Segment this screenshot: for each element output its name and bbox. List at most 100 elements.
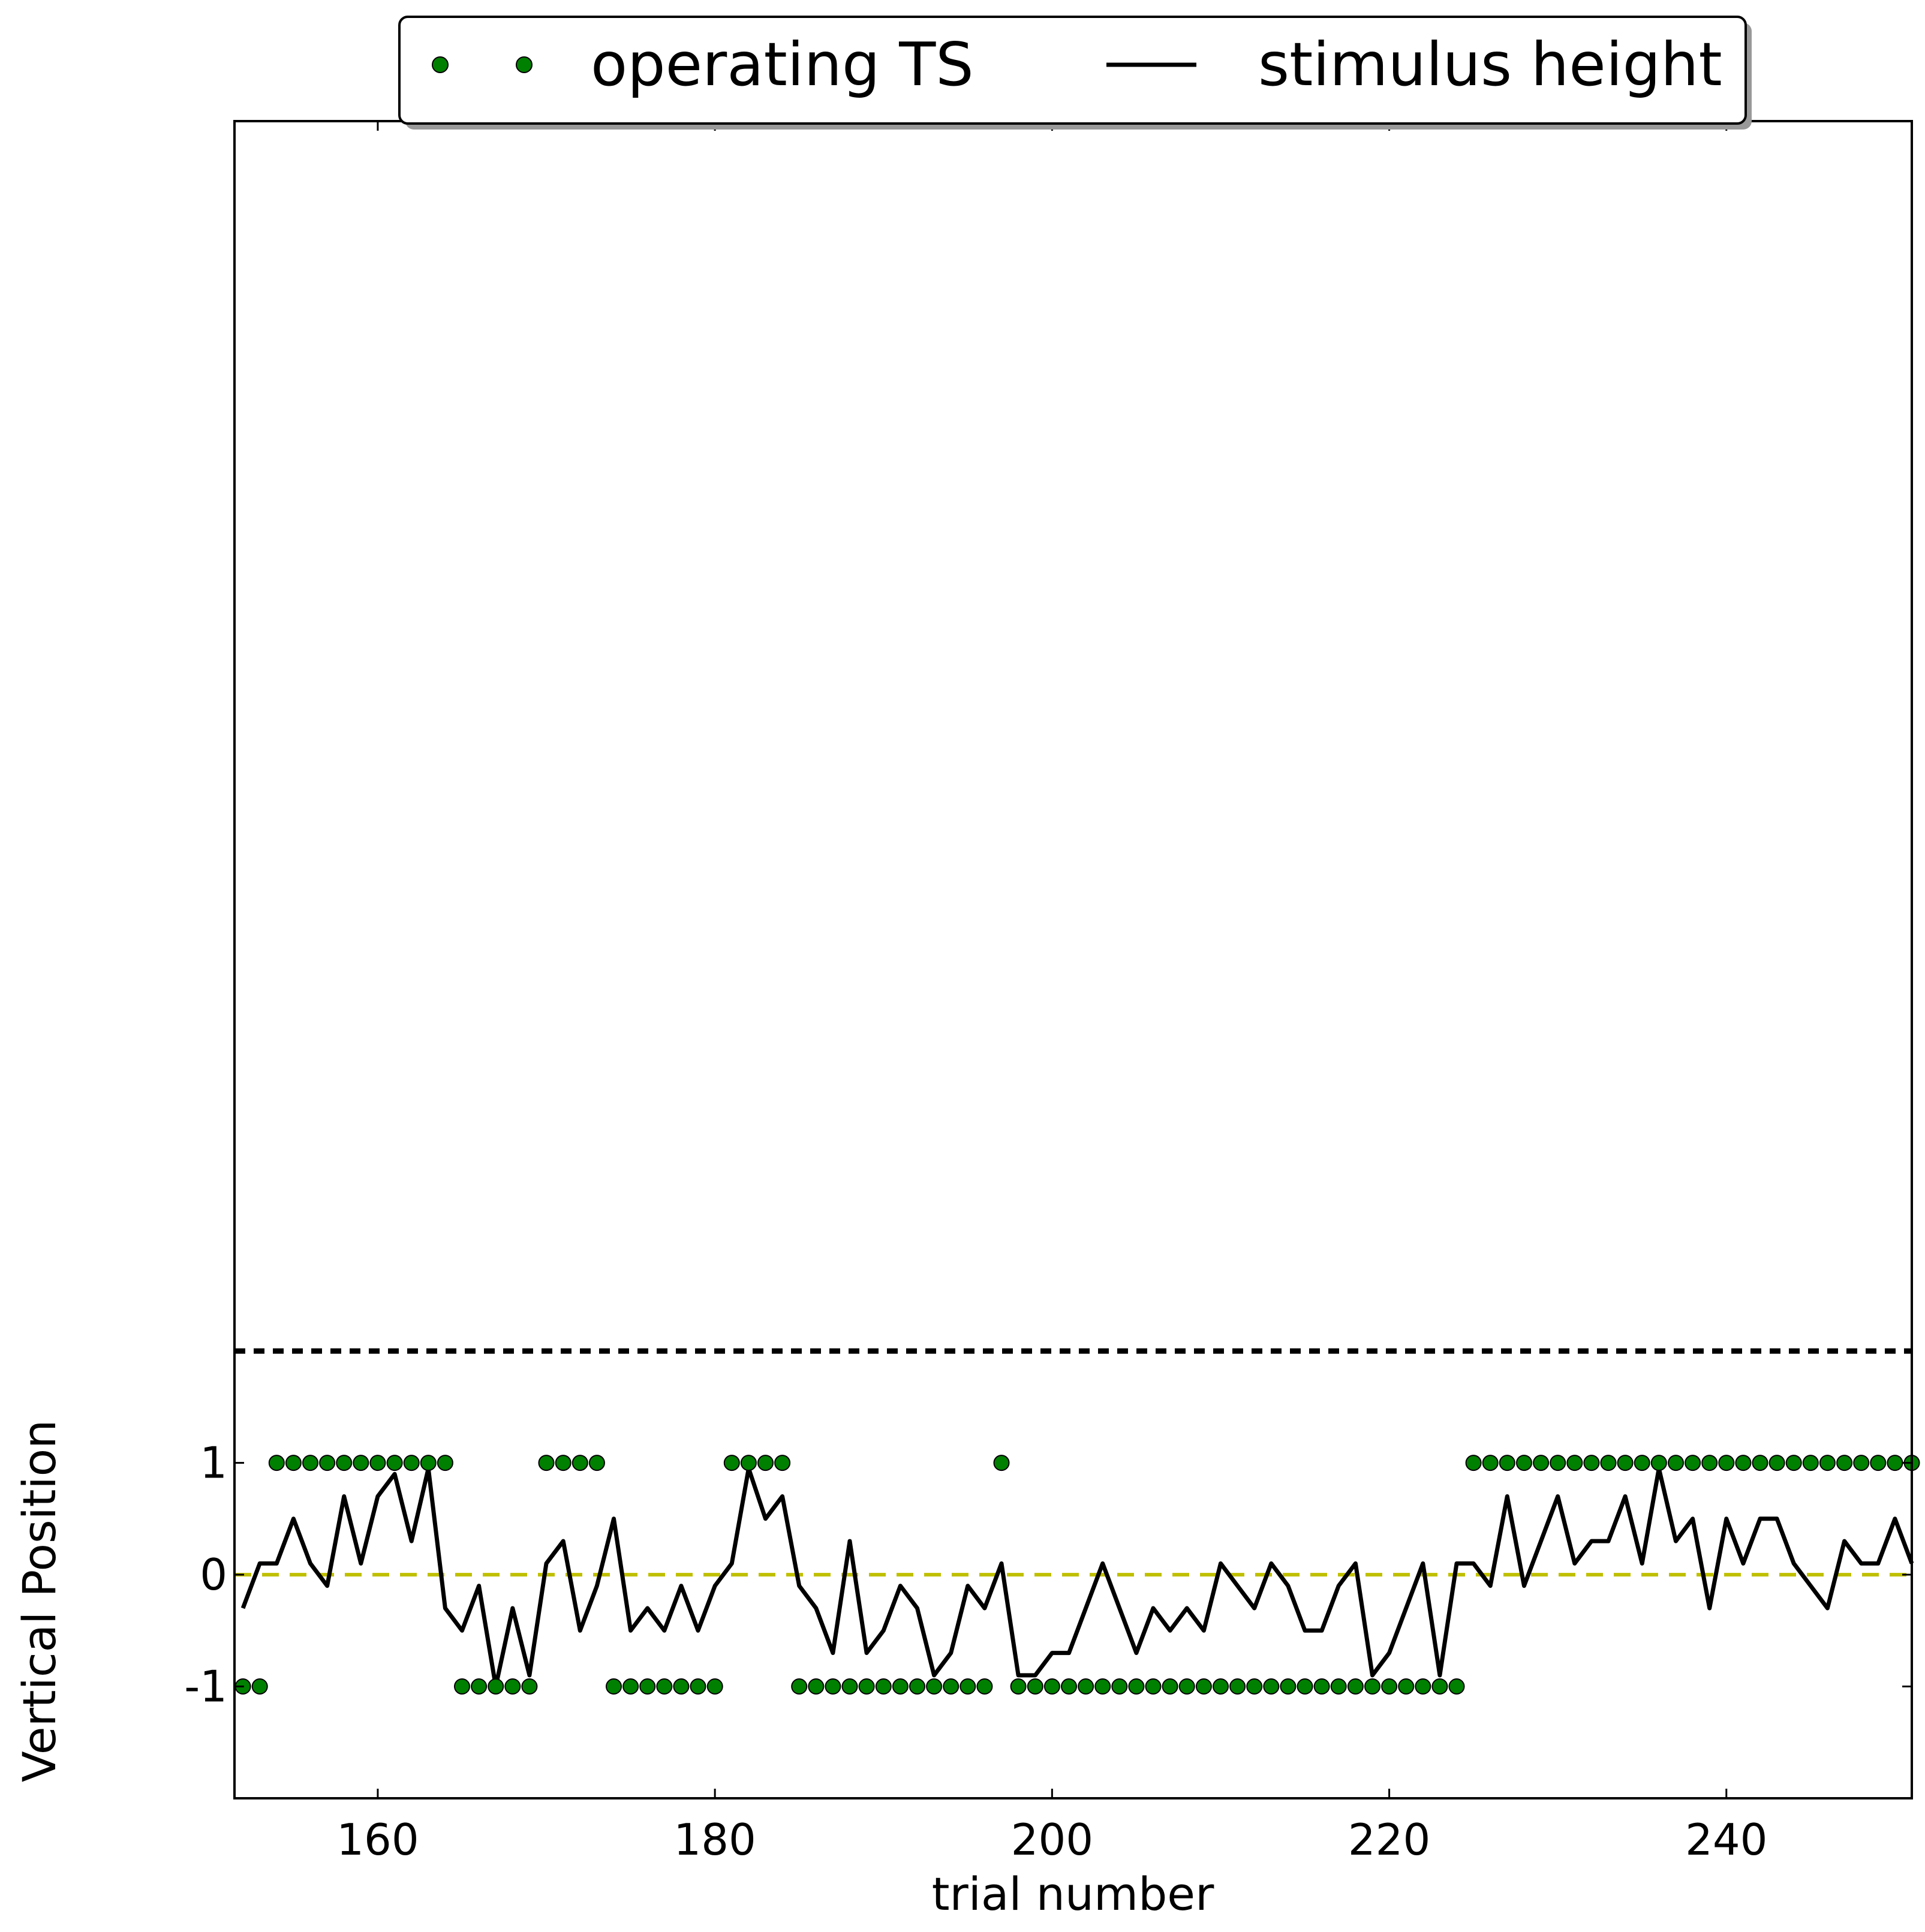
operating-ts-point [1499,1455,1515,1471]
operating-ts-point [504,1678,521,1695]
legend: operating TS stimulus height [398,16,1752,130]
operating-ts-point [1752,1455,1768,1471]
operating-ts-point [1010,1678,1027,1695]
operating-ts-point [471,1678,488,1695]
operating-ts-series [234,1455,1920,1695]
operating-ts-point [1415,1678,1431,1695]
operating-ts-point [588,1455,605,1471]
operating-ts-point [1111,1678,1128,1695]
y-tick-label: -1 [184,1662,227,1712]
operating-ts-point [1853,1455,1870,1471]
operating-ts-point [1685,1455,1701,1471]
operating-ts-point [1195,1678,1212,1695]
plot-area [234,121,1912,1798]
operating-ts-point [1364,1678,1380,1695]
stimulus-height-series [240,1466,1914,1689]
operating-ts-point [268,1455,285,1471]
operating-ts-point [1583,1455,1600,1471]
x-tick-label: 240 [1685,1814,1767,1865]
operating-ts-point [1448,1678,1465,1695]
operating-ts-point [285,1455,302,1471]
operating-ts-point [1431,1678,1448,1695]
operating-ts-point [706,1678,723,1695]
operating-ts-point [1550,1455,1566,1471]
operating-ts-point [1330,1678,1347,1695]
operating-ts-point [1516,1455,1532,1471]
operating-ts-point [723,1455,740,1471]
x-axis: 160 180 200 220 240 [336,121,1768,1865]
operating-ts-point [1768,1455,1785,1471]
legend-label-operating-ts: operating TS [591,29,974,100]
x-tick-label: 180 [673,1814,756,1865]
operating-ts-point [606,1678,622,1695]
operating-ts-point [1145,1678,1162,1695]
x-axis-label: trial number [932,1867,1214,1921]
y-axis-label: Vertical Position [13,1420,66,1783]
operating-ts-point [403,1455,420,1471]
operating-ts-point [1178,1678,1195,1695]
operating-ts-point [740,1455,757,1471]
legend-marker-operating-ts [432,56,449,73]
operating-ts-point [1634,1455,1650,1471]
operating-ts-point [1617,1455,1634,1471]
operating-ts-point [1718,1455,1735,1471]
operating-ts-point [1650,1455,1667,1471]
operating-ts-point [1313,1678,1330,1695]
operating-ts-point [825,1678,841,1695]
operating-ts-point [656,1678,673,1695]
operating-ts-point [976,1678,993,1695]
operating-ts-point [690,1678,706,1695]
operating-ts-point [909,1678,925,1695]
stimulus-height-line [240,1466,1914,1689]
x-tick-label: 160 [336,1814,419,1865]
operating-ts-point [336,1455,353,1471]
operating-ts-point [1162,1678,1178,1695]
operating-ts-point [808,1678,825,1695]
x-tick-label: 200 [1011,1814,1093,1865]
operating-ts-point [943,1678,960,1695]
operating-ts-point [1280,1678,1297,1695]
legend-box [398,16,1747,125]
legend-label-stimulus-height: stimulus height [1258,29,1722,100]
operating-ts-point [622,1678,639,1695]
operating-ts-point [1128,1678,1145,1695]
operating-ts-point [757,1455,774,1471]
operating-ts-point [1785,1455,1802,1471]
operating-ts-point [639,1678,656,1695]
operating-ts-point [673,1678,690,1695]
operating-ts-point [1094,1678,1111,1695]
operating-ts-point [302,1455,318,1471]
operating-ts-point [1668,1455,1684,1471]
operating-ts-point [369,1455,386,1471]
operating-ts-point [454,1678,470,1695]
operating-ts-point [1887,1455,1903,1471]
operating-ts-point [858,1678,875,1695]
operating-ts-point [1381,1678,1398,1695]
reference-lines [234,1348,1912,1577]
operating-ts-point [251,1678,268,1695]
operating-ts-point [1482,1455,1499,1471]
operating-ts-point [1465,1455,1482,1471]
operating-ts-point [926,1678,943,1695]
operating-ts-point [1398,1678,1415,1695]
y-tick-label: 1 [200,1438,227,1488]
operating-ts-point [1802,1455,1819,1471]
operating-ts-point [1347,1678,1364,1695]
operating-ts-point [1213,1678,1229,1695]
operating-ts-point [1735,1455,1752,1471]
operating-ts-point [1061,1678,1077,1695]
operating-ts-point [521,1678,538,1695]
y-axis: 1 0 -1 [184,1438,1912,1712]
operating-ts-point [1263,1678,1280,1695]
operating-ts-point [993,1455,1010,1471]
operating-ts-point [1297,1678,1313,1695]
operating-ts-point [538,1455,555,1471]
operating-ts-point [555,1455,572,1471]
operating-ts-point [841,1678,858,1695]
operating-ts-point [892,1678,909,1695]
operating-ts-point [875,1678,892,1695]
operating-ts-point [1836,1455,1853,1471]
operating-ts-point [1600,1455,1617,1471]
operating-ts-point [353,1455,369,1471]
